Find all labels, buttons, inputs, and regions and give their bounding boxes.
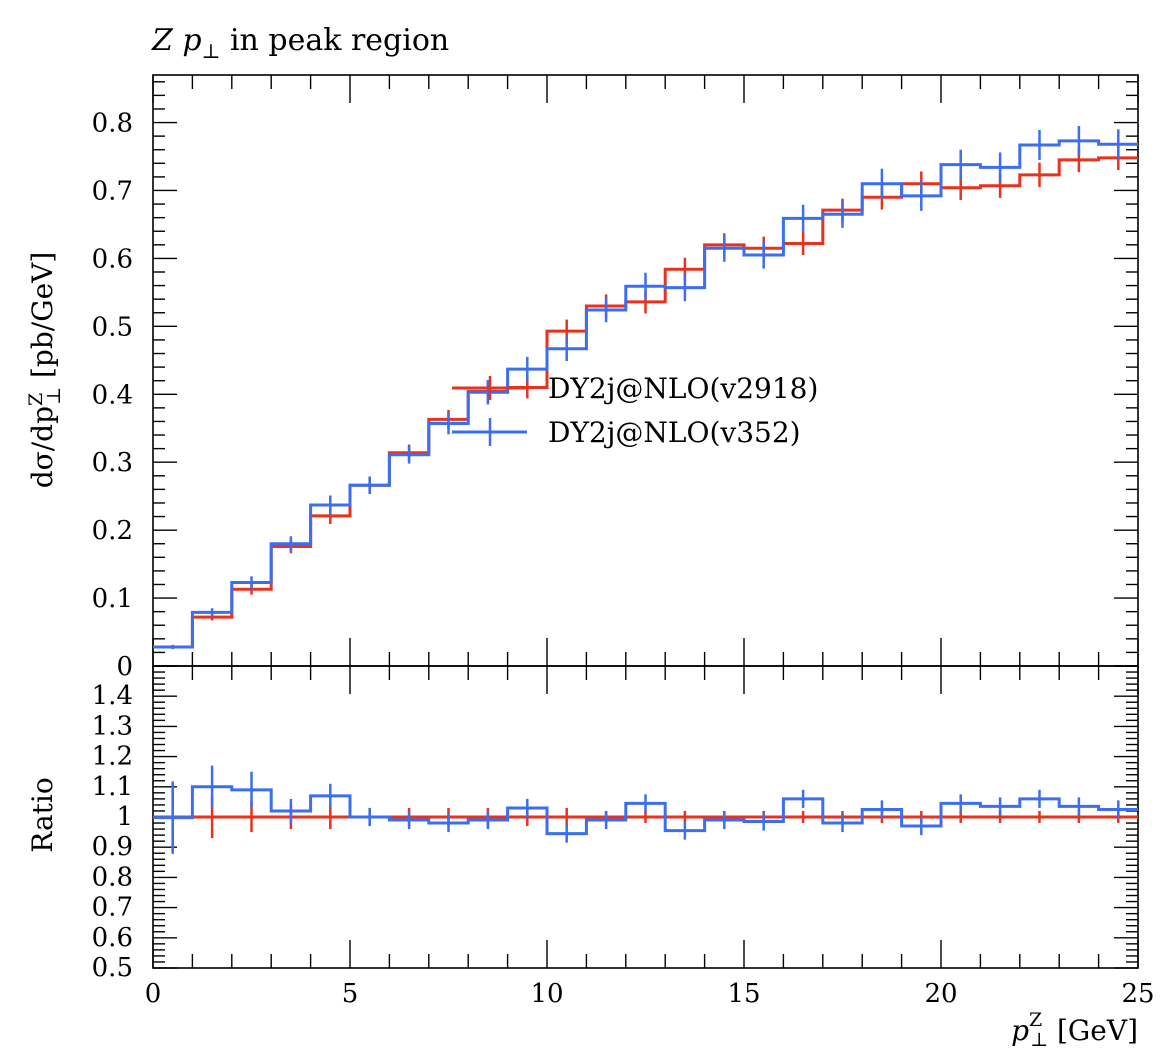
title-sub: ⊥ [202,39,221,63]
x-tick-label: 15 [727,979,760,1009]
x-tick-label: 5 [342,979,359,1009]
y-axis-label-main: dσ/dpZ⊥ [pb/GeV] [25,252,65,489]
y-tick-label-ratio: 1.2 [92,742,133,772]
y-label-main-unit: [pb/GeV] [26,252,59,387]
y-tick-label-main: 0.6 [92,244,133,274]
y-label-main-sup: Z [25,393,47,406]
y-tick-label-ratio: 1.4 [92,681,133,711]
y-tick-label-ratio: 1.1 [92,772,133,802]
x-label-sub: ⊥ [1030,1029,1048,1051]
y-tick-label-main: 0.2 [92,516,133,546]
x-label-sup: Z [1029,1009,1042,1031]
y-tick-label-ratio: 0.8 [92,862,133,892]
x-tick-label: 10 [530,979,563,1009]
x-tick-label: 20 [924,979,957,1009]
y-tick-label-ratio: 0.9 [92,832,133,862]
main-series [153,125,1138,650]
y-tick-label-ratio: 1.3 [92,711,133,741]
axis-ticks [152,75,1139,969]
x-label-unit: [GeV] [1048,1014,1138,1047]
y-tick-label-main: 0.3 [92,448,133,478]
x-label-p: p [1011,1014,1029,1047]
y-label-main-sub: ⊥ [43,387,65,405]
chart-title: Z p⊥ in peak region [151,23,449,63]
y-tick-label-main: 0.4 [92,380,133,410]
y-tick-label-main: 0.5 [92,312,133,342]
y-label-main-text: dσ/dp [26,406,59,488]
legend: DY2j@NLO(v2918) DY2j@NLO(v352) [452,372,818,449]
y-tick-label-main: 0.7 [92,176,133,206]
y-tick-label-ratio: 0.7 [92,893,133,923]
y-tick-label-ratio: 0.6 [92,923,133,953]
tick-labels: 0 5 10 15 20 2500.10.20.30.40.50.60.70.80.50.… [92,109,1155,1009]
x-tick-label: 0 [145,979,162,1009]
legend-label-v352: DY2j@NLO(v352) [548,416,801,449]
y-tick-label-main: 0 [116,652,133,682]
legend-label-v2918: DY2j@NLO(v2918) [548,372,818,405]
x-tick-label: 25 [1121,979,1154,1009]
y-tick-label-ratio: 0.5 [92,953,133,983]
ratio-series [153,765,1138,854]
y-tick-label-ratio: 1 [116,802,133,832]
y-tick-label-main: 0.1 [92,584,133,614]
title-italic: Z p [151,23,202,58]
title-rest: in peak region [220,23,449,58]
main-panel-frame [152,74,1139,667]
y-axis-label-ratio: Ratio [26,777,59,852]
y-tick-label-main: 0.8 [92,109,133,139]
x-axis-label: pZ ⊥ [GeV] [1011,1009,1138,1051]
